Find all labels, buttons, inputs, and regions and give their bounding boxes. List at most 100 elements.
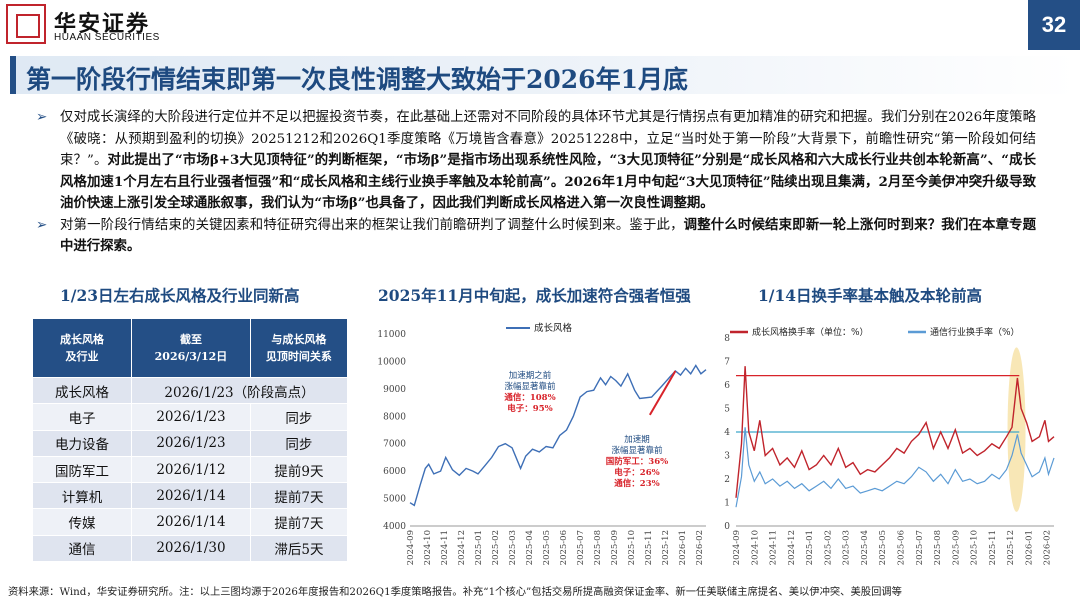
table-cell: 提前7天 <box>249 508 349 536</box>
annotation-text: 加速期 <box>624 434 650 445</box>
x-tick-label: 2025-04 <box>860 530 870 565</box>
y-tick-label: 9000 <box>383 385 406 395</box>
x-tick-label: 2024-11 <box>769 530 779 565</box>
y-tick-label: 2 <box>724 475 730 485</box>
x-tick-label: 2025-02 <box>823 530 833 565</box>
x-tick-label: 2025-02 <box>491 530 501 565</box>
table-row: 传媒 2026/1/14 提前7天 <box>31 508 349 536</box>
x-tick-label: 2025-11 <box>988 530 998 565</box>
peak-time-table: 成长风格 及行业 截至 2026/3/12日 与成长风格 见顶时间关系 成长风格 20… <box>31 318 349 563</box>
series-line-growth-style <box>409 364 707 507</box>
x-tick-label: 2025-09 <box>951 530 961 565</box>
title-bar <box>10 56 1078 94</box>
x-tick-label: 2025-11 <box>644 530 654 565</box>
y-tick-label: 5 <box>724 405 730 415</box>
page-title: 第一阶段行情结束即第一次良性调整大致始于2026年1月底 <box>26 65 688 94</box>
page-number: 32 <box>1028 0 1080 50</box>
x-tick-label: 2024-10 <box>750 530 760 565</box>
table-row: 电子 2026/1/23 同步 <box>31 403 349 431</box>
y-tick-label: 8000 <box>383 412 406 422</box>
legend-label: 通信行业换手率（%） <box>930 326 1020 338</box>
turnover-rate-chart: 0 1 2 3 4 5 6 7 8 2024-09 2024-10 2024-11 2024-12 202… <box>724 326 1055 565</box>
bullet-1-text: 仅对成长演绎的大阶段进行定位并不足以把握投资节奏，在此基础上还需对不同阶段的具体… <box>60 110 1036 168</box>
x-tick-label: 2025-01 <box>474 530 484 565</box>
x-tick-label: 2024-09 <box>732 530 742 565</box>
y-tick-label: 5000 <box>383 495 406 505</box>
peak-highlight-band <box>1007 347 1026 512</box>
y-tick-label: 6000 <box>383 467 406 477</box>
bullet-2: ➢ 对第一阶段行情结束的关键因素和特征研究得出来的框架让我们前瞻研判了调整什么时… <box>36 215 1036 258</box>
x-tick-label: 2026-01 <box>1024 530 1034 565</box>
annotation-value: 电子：95% <box>507 403 552 414</box>
table-header-cell: 截至 2026/3/12日 <box>131 318 251 378</box>
x-tick-label: 2025-03 <box>508 530 518 565</box>
x-tick-label: 2025-07 <box>576 530 586 565</box>
table-header-cell: 成长风格 及行业 <box>31 318 133 378</box>
table-cell: 2026/1/30 <box>131 534 251 563</box>
series-line-telecom-turnover <box>735 427 1055 508</box>
table-cell: 2026/1/14 <box>131 508 251 536</box>
growth-style-index-chart: 4000 5000 6000 7000 8000 9000 10000 11000 2024-0… <box>377 322 707 565</box>
annotation-value: 国防军工：36% <box>606 456 668 467</box>
y-tick-label: 6 <box>724 381 730 391</box>
y-tick-label: 3 <box>724 452 730 462</box>
table-cell: 同步 <box>249 403 349 431</box>
annotation-value: 通信：23% <box>614 478 659 489</box>
annotation-text: 涨幅显著靠前 <box>611 445 663 456</box>
x-tick-label: 2025-08 <box>933 530 943 565</box>
table-cell: 同步 <box>249 429 349 457</box>
table-cell: 2026/1/23 <box>131 403 251 431</box>
bullet-2-bold: 调整什么时候结束即新一轮上涨何时到来？我们在本章专题中进行探索。 <box>60 216 1037 255</box>
table-cell: 滞后5天 <box>249 534 349 563</box>
x-tick-label: 2026-01 <box>678 530 688 565</box>
section-heading-1: 1/23日左右成长风格及行业同新高 <box>60 286 300 305</box>
annotation-text: 加速期之前 <box>509 370 552 381</box>
table-row: 成长风格 2026/1/23（阶段高点） <box>31 376 348 405</box>
table-cell: 2026/1/14 <box>131 482 251 510</box>
x-tick-label: 2025-10 <box>627 530 637 565</box>
x-tick-label: 2025-05 <box>542 530 552 565</box>
y-tick-label: 7000 <box>383 440 406 450</box>
y-tick-label: 4 <box>724 428 730 438</box>
table-row: 电力设备 2026/1/23 同步 <box>31 429 349 457</box>
x-tick-label: 2025-07 <box>915 530 925 565</box>
x-tick-label: 2024-10 <box>423 530 433 565</box>
x-tick-label: 2025-05 <box>878 530 888 565</box>
table-row: 计算机 2026/1/14 提前7天 <box>31 482 349 510</box>
x-tick-label: 2025-09 <box>610 530 620 565</box>
y-tick-label: 7 <box>724 358 730 368</box>
table-cell: 电子 <box>31 403 133 431</box>
bullet-list: ➢ 仅对成长演绎的大阶段进行定位并不足以把握投资节奏，在此基础上还需对不同阶段的… <box>36 107 1036 258</box>
y-tick-label: 11000 <box>377 330 406 340</box>
table-cell: 传媒 <box>31 508 133 536</box>
y-tick-label: 0 <box>724 522 730 532</box>
annotation-value: 通信：108% <box>504 392 555 403</box>
table-cell: 提前7天 <box>249 482 349 510</box>
y-tick-label: 1 <box>724 499 730 509</box>
table-header-row: 成长风格 及行业 截至 2026/3/12日 与成长风格 见顶时间关系 <box>31 318 349 378</box>
y-tick-label: 10000 <box>377 357 406 367</box>
bullet-2-text: 对第一阶段行情结束的关键因素和特征研究得出来的框架让我们前瞻研判了调整什么时候到… <box>60 217 684 233</box>
source-footnote: 资料来源：Wind，华安证券研究所。注：以上三图均源于2026年度报告和2026… <box>8 586 902 598</box>
series-line-growth-turnover <box>735 366 1055 498</box>
table-header-cell: 与成长风格 见顶时间关系 <box>249 318 349 378</box>
x-tick-label: 2025-03 <box>842 530 852 565</box>
table-cell: 提前9天 <box>249 455 349 484</box>
x-tick-label: 2025-10 <box>970 530 980 565</box>
x-tick-label: 2025-12 <box>1006 530 1016 565</box>
x-tick-label: 2025-12 <box>661 530 671 565</box>
section-heading-2: 2025年11月中旬起，成长加速符合强者恒强 <box>378 286 691 305</box>
logo-mark <box>6 4 46 44</box>
logo-text-en: HUAAN SECURITIES <box>54 32 160 43</box>
x-tick-label: 2025-06 <box>896 530 906 565</box>
x-tick-label: 2026-02 <box>1043 530 1053 565</box>
x-tick-label: 2025-06 <box>559 530 569 565</box>
table-cell: 国防军工 <box>31 455 133 484</box>
x-tick-label: 2024-12 <box>457 530 467 565</box>
table-cell: 电力设备 <box>31 429 133 457</box>
legend-label: 成长风格 <box>534 322 573 334</box>
section-heading-3: 1/14日换手率基本触及本轮前高 <box>758 286 983 305</box>
acceleration-trend-line <box>648 370 677 416</box>
legend-label: 成长风格换手率（单位：%） <box>752 326 869 338</box>
bullet-1-bold: 对此提出了“市场β+3大见顶特征”的判断框架，“市场β”是指市场出现系统性风险，… <box>60 152 1036 211</box>
